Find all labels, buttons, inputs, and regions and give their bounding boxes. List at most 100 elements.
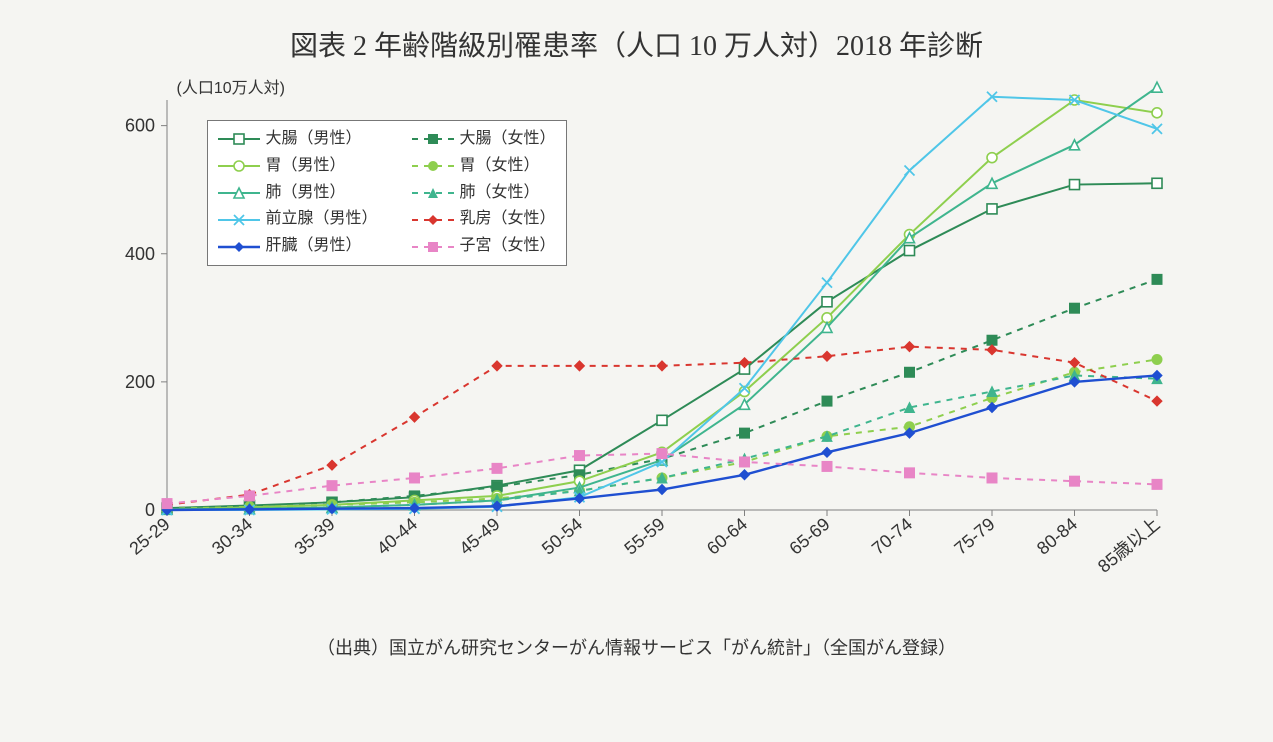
series-marker-uterus_f xyxy=(822,461,832,471)
legend-item-uterus_f: 子宮（女性） xyxy=(412,234,556,259)
legend-swatch-liver_m xyxy=(218,238,260,256)
legend-label-breast_f: 乳房（女性） xyxy=(460,207,556,232)
legend-item-lung_m: 肺（男性） xyxy=(218,181,378,206)
svg-text:80-84: 80-84 xyxy=(1032,514,1080,559)
legend: 大腸（男性） 大腸（女性） 胃（男性） 胃（女性） 肺（男性） 肺（女性） 前立腺（男性） 乳… xyxy=(207,120,567,266)
svg-text:70-74: 70-74 xyxy=(867,514,915,559)
series-marker-uterus_f xyxy=(987,473,997,483)
legend-label-uterus_f: 子宮（女性） xyxy=(460,234,556,259)
legend-swatch-lung_f xyxy=(412,184,454,202)
series-marker-stomach_m xyxy=(987,153,997,163)
y-axis-unit-label: (人口10万人対) xyxy=(177,74,285,98)
svg-text:400: 400 xyxy=(124,244,154,264)
chart-title: 図表 2 年齢階級別罹患率（人口 10 万人対）2018 年診断 xyxy=(0,24,1273,64)
svg-text:60-64: 60-64 xyxy=(702,514,750,559)
series-marker-liver_m xyxy=(739,470,749,480)
legend-item-liver_m: 肝臓（男性） xyxy=(218,234,378,259)
series-marker-colon_f xyxy=(822,396,832,406)
series-marker-prostate_m xyxy=(1152,124,1162,134)
legend-item-stomach_m: 胃（男性） xyxy=(218,154,378,179)
series-marker-lung_m xyxy=(987,178,997,188)
series-marker-liver_m xyxy=(657,485,667,495)
svg-text:55-59: 55-59 xyxy=(620,514,668,559)
series-marker-colon_f xyxy=(739,428,749,438)
legend-label-colon_f: 大腸（女性） xyxy=(460,127,556,152)
chart-container: (人口10万人対) 0 200 400 600 25-29 30-34 35-39 40-44… xyxy=(87,70,1187,630)
series-marker-breast_f xyxy=(657,361,667,371)
svg-text:50-54: 50-54 xyxy=(537,514,585,559)
series-marker-uterus_f xyxy=(1152,479,1162,489)
svg-text:45-49: 45-49 xyxy=(455,514,503,559)
legend-item-colon_f: 大腸（女性） xyxy=(412,127,556,152)
legend-swatch-stomach_f xyxy=(412,157,454,175)
series-marker-uterus_f xyxy=(409,473,419,483)
svg-text:0: 0 xyxy=(144,500,154,520)
series-marker-uterus_f xyxy=(244,491,254,501)
series-marker-uterus_f xyxy=(657,449,667,459)
series-marker-lung_m xyxy=(1152,82,1162,92)
series-marker-uterus_f xyxy=(739,457,749,467)
legend-item-breast_f: 乳房（女性） xyxy=(412,207,556,232)
series-marker-prostate_m xyxy=(822,278,832,288)
series-marker-colon_f xyxy=(987,335,997,345)
series-marker-breast_f xyxy=(987,345,997,355)
series-marker-colon_m xyxy=(987,204,997,214)
series-marker-uterus_f xyxy=(904,468,914,478)
series-marker-colon_f xyxy=(1069,303,1079,313)
series-marker-liver_m xyxy=(987,403,997,413)
legend-swatch-colon_f xyxy=(412,130,454,148)
legend-item-stomach_f: 胃（女性） xyxy=(412,154,556,179)
legend-label-prostate_m: 前立腺（男性） xyxy=(266,207,378,232)
svg-text:35-39: 35-39 xyxy=(290,514,338,559)
series-marker-colon_m xyxy=(1152,178,1162,188)
series-marker-breast_f xyxy=(904,342,914,352)
series-marker-colon_f xyxy=(904,367,914,377)
legend-label-liver_m: 肝臓（男性） xyxy=(266,234,362,259)
legend-label-lung_f: 肺（女性） xyxy=(460,181,540,206)
series-marker-breast_f xyxy=(1152,396,1162,406)
series-marker-breast_f xyxy=(327,460,337,470)
legend-label-colon_m: 大腸（男性） xyxy=(266,127,362,152)
series-marker-stomach_f xyxy=(1152,354,1162,364)
svg-text:65-69: 65-69 xyxy=(785,514,833,559)
series-marker-colon_m xyxy=(1069,180,1079,190)
series-marker-liver_m xyxy=(822,447,832,457)
figure-frame: 図表 2 年齢階級別罹患率（人口 10 万人対）2018 年診断 (人口10万人… xyxy=(0,0,1273,742)
legend-label-stomach_m: 胃（男性） xyxy=(266,154,346,179)
series-marker-uterus_f xyxy=(1069,476,1079,486)
legend-swatch-colon_m xyxy=(218,130,260,148)
series-marker-uterus_f xyxy=(492,463,502,473)
legend-grid: 大腸（男性） 大腸（女性） 胃（男性） 胃（女性） 肺（男性） 肺（女性） 前立腺（男性） 乳… xyxy=(218,127,556,259)
legend-item-colon_m: 大腸（男性） xyxy=(218,127,378,152)
svg-text:85歳以上: 85歳以上 xyxy=(1094,514,1164,577)
series-marker-prostate_m xyxy=(904,165,914,175)
svg-text:200: 200 xyxy=(124,372,154,392)
legend-item-prostate_m: 前立腺（男性） xyxy=(218,207,378,232)
svg-text:40-44: 40-44 xyxy=(372,514,420,559)
svg-text:600: 600 xyxy=(124,116,154,136)
legend-swatch-prostate_m xyxy=(218,211,260,229)
series-marker-uterus_f xyxy=(574,451,584,461)
series-marker-breast_f xyxy=(822,351,832,361)
series-marker-breast_f xyxy=(409,412,419,422)
series-marker-colon_f xyxy=(1152,274,1162,284)
series-marker-stomach_m xyxy=(1152,108,1162,118)
series-marker-breast_f xyxy=(574,361,584,371)
legend-label-lung_m: 肺（男性） xyxy=(266,181,346,206)
legend-item-lung_f: 肺（女性） xyxy=(412,181,556,206)
series-marker-breast_f xyxy=(1069,358,1079,368)
series-marker-uterus_f xyxy=(327,481,337,491)
series-marker-colon_m xyxy=(657,415,667,425)
series-marker-breast_f xyxy=(492,361,502,371)
svg-text:30-34: 30-34 xyxy=(207,514,255,559)
svg-text:25-29: 25-29 xyxy=(125,514,173,559)
legend-swatch-lung_m xyxy=(218,184,260,202)
series-marker-colon_m xyxy=(904,246,914,256)
legend-swatch-uterus_f xyxy=(412,238,454,256)
source-note: （出典）国立がん研究センターがん情報サービス「がん統計」（全国がん登録） xyxy=(0,634,1273,660)
series-marker-colon_m xyxy=(822,297,832,307)
legend-swatch-breast_f xyxy=(412,211,454,229)
legend-label-stomach_f: 胃（女性） xyxy=(460,154,540,179)
legend-swatch-stomach_m xyxy=(218,157,260,175)
series-marker-uterus_f xyxy=(162,499,172,509)
